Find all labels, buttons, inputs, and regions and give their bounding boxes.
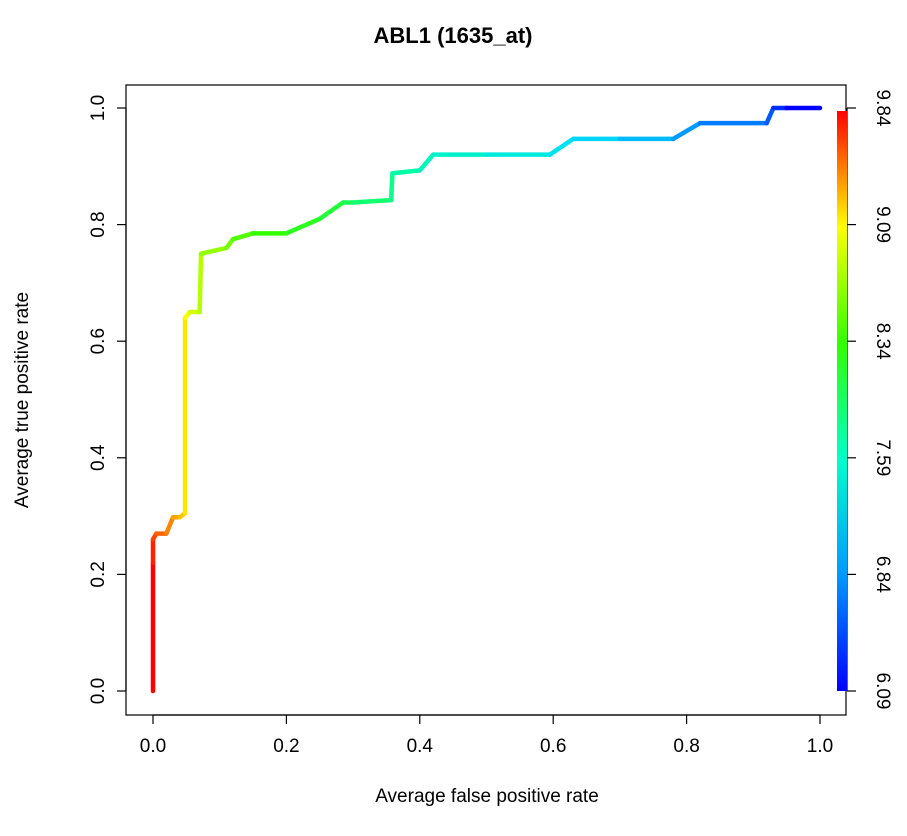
colorbar-tick-label: 6.84 [872,556,893,593]
x-axis: 0.0 0.2 0.4 0.6 0.8 1.0 [140,714,833,757]
x-axis-label: Average false positive rate [375,786,599,807]
y-tick-label: 1.0 [88,95,109,121]
roc-curve-segment [197,251,204,315]
roc-curve-segment [417,152,436,173]
colorbar-tick-label: 8.34 [872,323,893,360]
roc-curve-segment [198,245,229,256]
roc-curve-segment [350,197,394,205]
x-tick-label: 0.4 [407,736,434,757]
y-tick-label: 0.8 [88,211,109,237]
y-tick-label: 0.2 [88,561,109,587]
x-tick-label: 1.0 [807,736,833,757]
roc-curve-segment [671,120,703,142]
y-axis: 0.0 0.2 0.4 0.6 0.8 1.0 [88,95,127,704]
plot-frame [125,84,847,716]
colorbar [837,111,847,691]
roc-curve-segment [230,231,256,242]
x-tick-label: 0.2 [273,736,299,757]
colorbar-tick-label: 6.09 [872,673,893,710]
y-tick-label: 0.6 [88,328,109,354]
colorbar-tick-label: 9.09 [872,206,893,243]
roc-curve-segment [390,168,423,176]
roc-curve-segment [764,105,776,126]
roc-curve-segment [547,136,576,157]
y-axis-label: Average true positive rate [12,292,33,508]
x-tick-label: 0.8 [673,736,699,757]
y-tick-label: 0.0 [88,678,109,704]
chart-title: ABL1 (1635_at) [374,23,533,48]
roc-curve-segment [164,515,176,536]
y-tick-label: 0.4 [88,444,109,471]
roc-curve-segment [317,200,346,222]
x-tick-label: 0.0 [140,736,166,757]
x-tick-label: 0.6 [540,736,566,757]
colorbar-axis: 6.09 6.84 7.59 8.34 9.09 9.84 [846,90,893,710]
roc-curve [150,105,823,694]
colorbar-tick-label: 7.59 [872,439,893,476]
roc-curve-segment [388,171,395,203]
roc-curve-segment [284,216,322,236]
colorbar-tick-label: 9.84 [872,90,893,127]
